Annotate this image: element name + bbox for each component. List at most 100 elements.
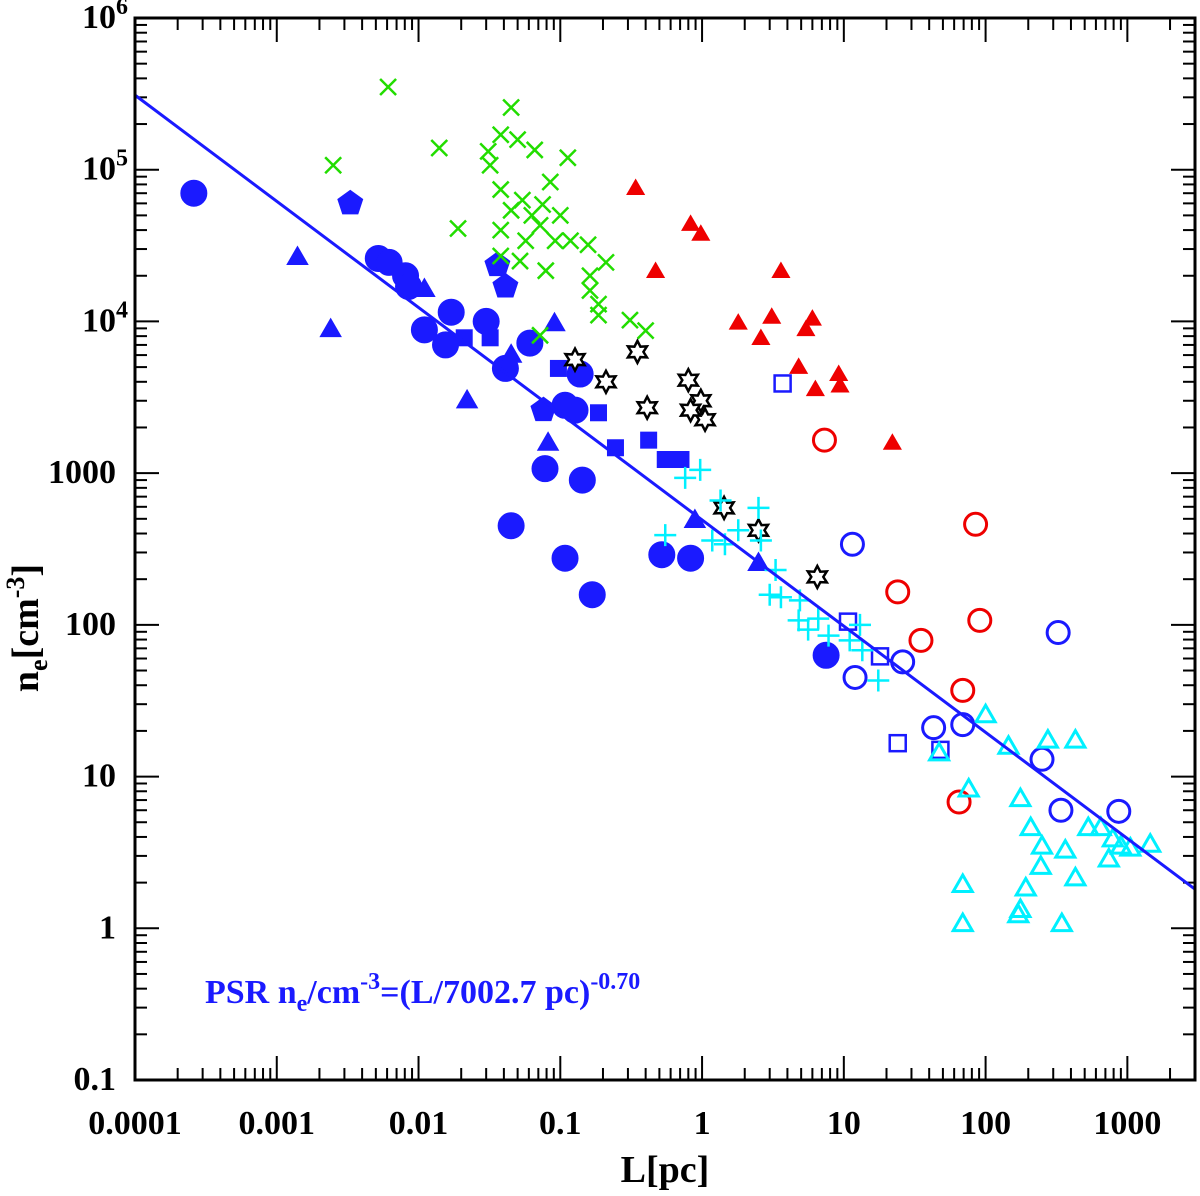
cyan-open-triangle-point (956, 776, 981, 798)
blue-filled-circle-point (516, 329, 544, 357)
plot-frame (133, 16, 1197, 1082)
cyan-open-triangle-point (1063, 727, 1088, 749)
red-filled-triangles (626, 178, 902, 450)
blue-filled-square-point (455, 329, 473, 347)
y-axis-label: ne[cm-3] (1, 564, 53, 692)
axis-ticks (134, 17, 1196, 1081)
blue-filled-triangle-point (536, 431, 560, 451)
black-star-point (625, 338, 650, 366)
blue-open-circle-point (1045, 620, 1071, 646)
black-star-point (805, 563, 830, 591)
cyan-plu-point (769, 586, 792, 609)
cyan-plu-point (727, 519, 750, 542)
x-tick-label: 10 (827, 1105, 861, 1142)
green-crosse-point (491, 221, 510, 239)
y-tick-labels: 106 105 104 1000 100 10 1 0.1 (48, 0, 128, 1098)
cyan-open-triangle-point (1013, 875, 1038, 897)
blue-filled-triangle-point (413, 277, 436, 297)
black-star-point (563, 345, 587, 374)
cyan-plus (654, 458, 890, 692)
blue-open-circle-point (1048, 797, 1074, 823)
blue-filled-triangle-point (499, 343, 523, 363)
cyan-open-triangle-point (1053, 837, 1078, 859)
red-open-circle-point (950, 677, 976, 703)
x-tick-label: 0.001 (239, 1105, 316, 1142)
green-crosse-point (324, 156, 343, 175)
fit-line (134, 93, 1196, 891)
green-crosse-point (558, 148, 577, 167)
x-tick-label: 1 (694, 1105, 711, 1142)
green-crosse-point (536, 261, 555, 280)
cyan-open-triangle-point (1028, 853, 1053, 875)
green-crosse-point (636, 321, 655, 340)
red-filled-triangle-point (681, 214, 701, 231)
blue-pentagon-point (337, 189, 364, 215)
blue-pentagon-point (484, 251, 511, 277)
cyan-open-triangle-point (1008, 786, 1033, 808)
cyan-plu-point (817, 624, 840, 647)
green-crosse-point (589, 306, 608, 325)
blue-filled-circle-point (648, 541, 676, 569)
green-crosse-point (449, 219, 467, 238)
y-tick-label: 104 (82, 297, 128, 339)
red-open-circle-point (908, 627, 934, 653)
blue-open-circle-point (842, 664, 868, 690)
black-star-point (594, 368, 618, 396)
cyan-open-triangle-point (1049, 911, 1074, 933)
green-crosse-point (491, 125, 510, 144)
blue-filled-triangle-point (455, 388, 479, 409)
red-filled-triangle-point (802, 309, 822, 326)
cyan-plu-point (758, 583, 781, 606)
blue-open-square-point (888, 733, 907, 753)
red-open-circles (811, 427, 993, 815)
cyan-plu-point (787, 609, 810, 632)
blue-filled-circles (180, 179, 840, 669)
data-points (180, 78, 1163, 933)
black-stars (563, 338, 830, 591)
green-crosse-point (581, 281, 599, 300)
y-tick-label: 0.1 (74, 1061, 117, 1098)
cyan-open-triangle-point (1118, 835, 1143, 857)
black-star-point (746, 516, 771, 545)
green-crosse-point (491, 180, 510, 199)
cyan-plu-point (747, 496, 770, 519)
cyan-plu-point (807, 607, 830, 630)
blue-open-circle-point (839, 531, 865, 557)
blue-filled-square-point (590, 404, 608, 422)
x-tick-label: 1000 (1093, 1105, 1161, 1142)
cyan-open-triangle-point (1138, 831, 1163, 853)
cyan-plu-point (709, 489, 732, 512)
blue-filled-circle-point (677, 544, 705, 572)
blue-filled-square-point (640, 431, 658, 449)
green-crosse-point (502, 98, 521, 117)
black-star-point (635, 393, 660, 422)
cyan-open-triangle-point (973, 702, 998, 724)
red-open-circle-point (963, 511, 989, 537)
green-crosse-point (546, 231, 565, 250)
green-crosse-point (541, 173, 560, 191)
green-crosse-point (491, 247, 510, 265)
green-crosse-point (525, 141, 544, 159)
blue-filled-square-point (549, 359, 567, 377)
green-crosse-point (579, 235, 597, 254)
green-crosse-point (621, 311, 639, 330)
red-filled-triangle-point (771, 261, 791, 279)
blue-filled-circle-point (437, 298, 465, 326)
green-crosse-point (531, 216, 549, 235)
blue-open-square-point (870, 647, 890, 666)
blue-filled-circle-point (180, 179, 208, 207)
fit-annotation: PSR ne/cm-3=(L/7002.7 pc)-0.70 (205, 969, 640, 1017)
red-open-circle-point (946, 789, 972, 815)
green-crosse-point (481, 156, 500, 175)
red-filled-triangle-point (882, 433, 902, 450)
red-open-circle-point (811, 427, 837, 453)
blue-filled-circle-point (578, 581, 606, 609)
x-tick-labels: 0.0001 0.001 0.01 0.1 1 10 100 1000 (88, 1105, 1161, 1142)
red-filled-triangle-point (805, 379, 825, 397)
cyan-open-triangle-point (927, 740, 952, 762)
blue-filled-circle-point (497, 512, 525, 540)
cyan-plu-point (848, 613, 871, 636)
black-star-point (688, 387, 713, 415)
x-tick-label: 0.0001 (88, 1105, 182, 1142)
blue-filled-circle-point (551, 544, 579, 572)
